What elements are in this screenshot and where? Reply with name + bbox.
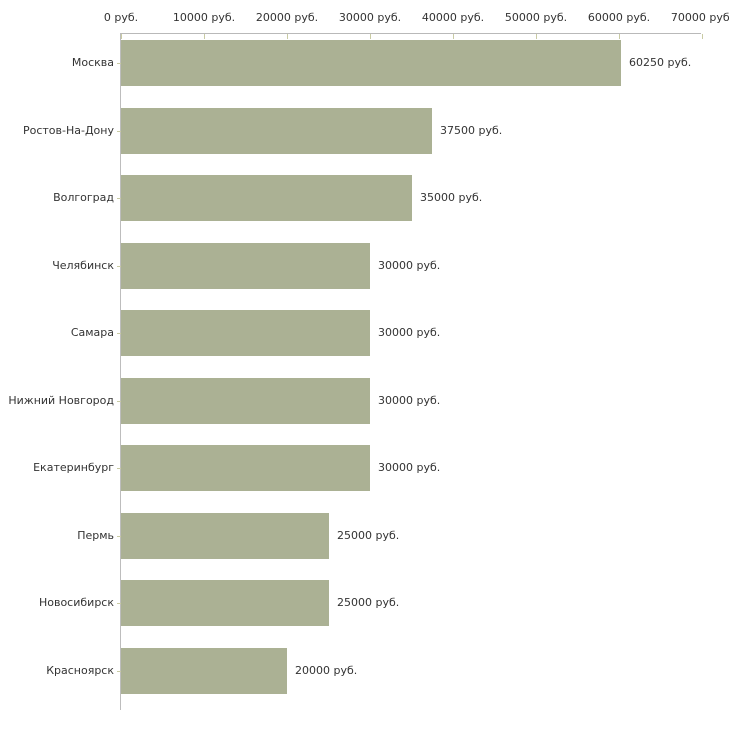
bar-row: Пермь 25000 руб. xyxy=(77,512,702,559)
category-label: Челябинск xyxy=(52,258,114,272)
x-axis-tick-label: 40000 руб. xyxy=(421,11,485,24)
x-axis-tick-label: 70000 руб. xyxy=(670,11,730,24)
category-label: Ростов-На-Дону xyxy=(22,123,114,137)
bar xyxy=(121,107,432,154)
x-axis-tick-mark xyxy=(619,34,620,39)
value-label: 20000 руб. xyxy=(295,663,358,677)
bar xyxy=(121,40,621,86)
category-label: Самара xyxy=(70,326,114,339)
x-axis-tick-label: 0 руб. xyxy=(103,11,139,24)
value-label: 30000 руб. xyxy=(378,393,441,407)
bar-row: Ростов-На-Дону 37500 руб. xyxy=(23,107,702,154)
y-axis-tick-mark xyxy=(117,400,121,402)
y-axis-tick-mark xyxy=(117,130,121,132)
value-label: 25000 руб. xyxy=(337,596,400,609)
x-axis-tick-mark xyxy=(453,34,454,39)
value-label: 37500 руб. xyxy=(440,123,503,137)
bar-row: Волгоград 35000 руб. xyxy=(53,175,702,221)
y-axis-tick-mark xyxy=(117,603,121,604)
x-axis-tick-mark xyxy=(536,34,537,39)
y-axis-tick-mark xyxy=(117,535,121,537)
category-label: Красноярск xyxy=(46,663,114,677)
x-axis-tick-mark xyxy=(702,34,703,39)
bar-row: Новосибирск 25000 руб. xyxy=(39,580,702,626)
value-label: 30000 руб. xyxy=(378,258,441,272)
bar-row: Москва 60250 руб. xyxy=(72,40,702,86)
x-axis-tick-mark xyxy=(121,34,122,39)
category-label: Пермь xyxy=(77,528,114,542)
x-axis-tick-mark xyxy=(204,34,205,39)
value-label: 25000 руб. xyxy=(337,528,400,542)
x-axis-tick-mark xyxy=(370,34,371,39)
x-axis-tick-mark xyxy=(287,34,288,39)
bar-row: Самара 30000 руб. xyxy=(71,310,702,356)
category-label: Волгоград xyxy=(53,191,114,204)
y-axis-tick-mark xyxy=(117,670,121,672)
x-axis-tick-label: 10000 руб. xyxy=(172,11,236,24)
bar-row: Красноярск 20000 руб. xyxy=(46,647,702,694)
x-axis-tick-label: 20000 руб. xyxy=(255,11,319,24)
category-label: Нижний Новгород xyxy=(8,393,114,407)
bar xyxy=(121,242,370,289)
y-axis-tick-mark xyxy=(117,198,121,199)
bar xyxy=(121,175,412,221)
bar xyxy=(121,647,287,694)
x-axis-tick-label: 60000 руб. xyxy=(587,11,651,24)
x-axis-tick-label: 50000 руб. xyxy=(504,11,568,24)
value-label: 30000 руб. xyxy=(378,326,441,339)
category-label: Новосибирск xyxy=(38,596,114,609)
y-axis-tick-mark xyxy=(117,468,121,469)
bar xyxy=(121,310,370,356)
value-label: 30000 руб. xyxy=(378,461,441,474)
y-axis-tick-mark xyxy=(117,265,121,267)
category-label: Москва xyxy=(71,56,114,69)
x-axis-tick-label: 30000 руб. xyxy=(338,11,402,24)
plot-area: 0 руб. 10000 руб. 20000 руб. 30000 руб. 4000… xyxy=(8,11,730,710)
bar xyxy=(121,512,329,559)
bar-row: Нижний Новгород 30000 руб. xyxy=(8,377,702,424)
bar xyxy=(121,580,329,626)
bar xyxy=(121,377,370,424)
bar-row: Челябинск 30000 руб. xyxy=(52,242,702,289)
y-axis-tick-mark xyxy=(117,63,121,64)
value-label: 35000 руб. xyxy=(420,191,483,204)
category-label: Екатеринбург xyxy=(33,461,114,474)
y-axis-tick-mark xyxy=(117,333,121,334)
value-label: 60250 руб. xyxy=(629,56,692,69)
bar-row: Екатеринбург 30000 руб. xyxy=(33,445,702,491)
bar xyxy=(121,445,370,491)
